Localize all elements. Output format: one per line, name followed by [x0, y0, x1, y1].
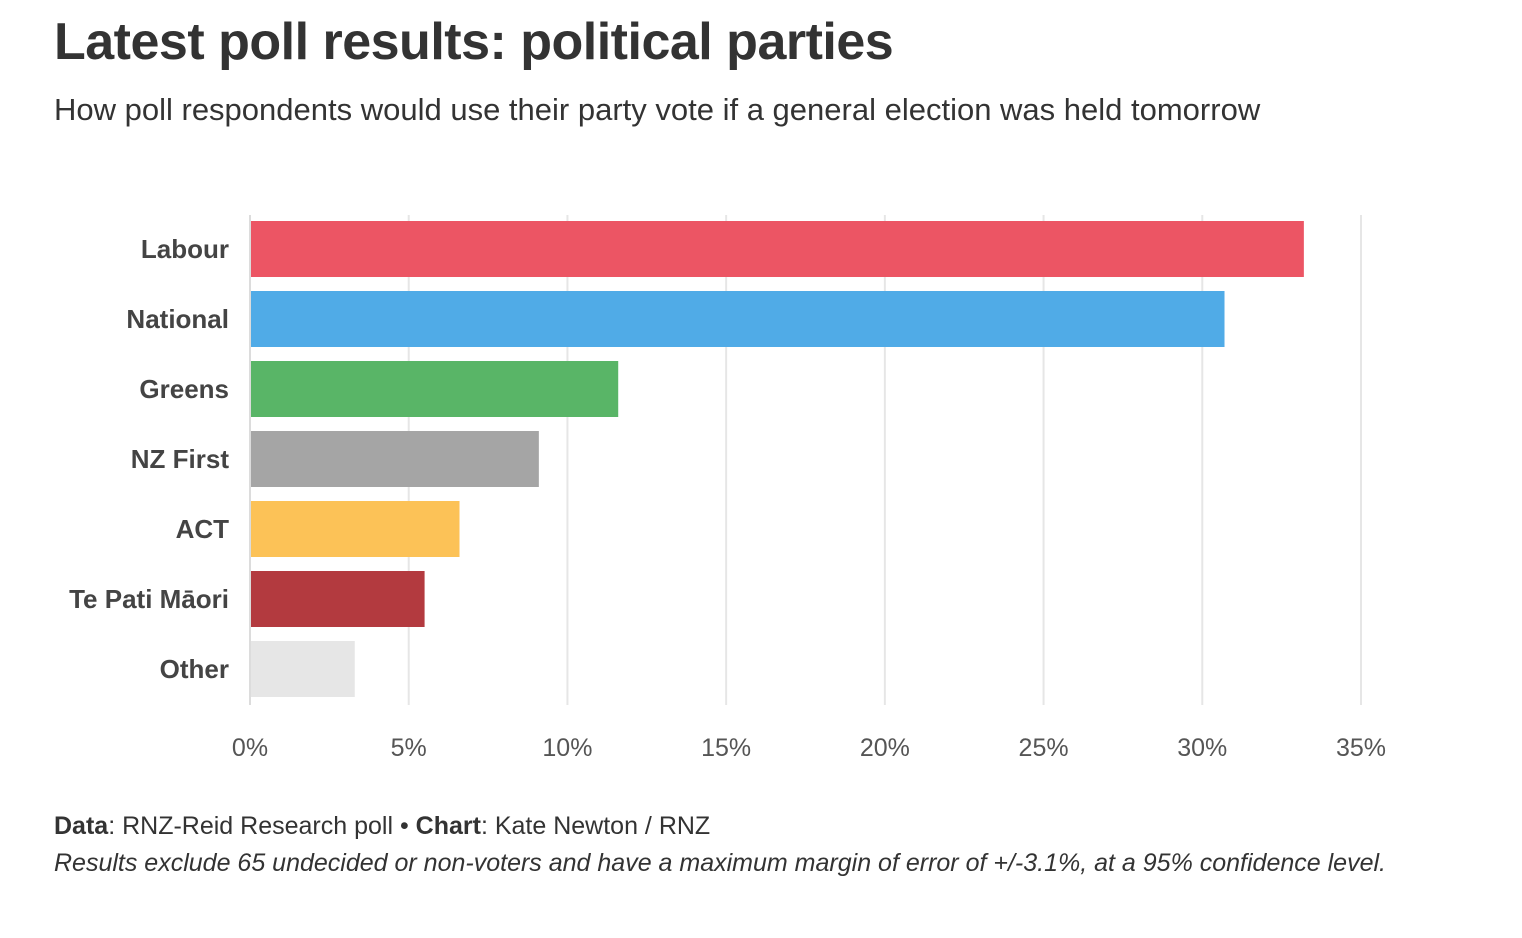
- data-credit-value: : RNZ-Reid Research poll •: [108, 812, 416, 840]
- bar-nz-first: [250, 431, 539, 487]
- chart-subtitle: How poll respondents would use their par…: [54, 92, 1261, 127]
- bar-other: [250, 641, 355, 697]
- footer: Data: RNZ-Reid Research poll • Chart: Ka…: [54, 808, 1414, 882]
- x-tick-label: 5%: [391, 734, 427, 762]
- chart-title: Latest poll results: political parties: [54, 13, 894, 71]
- bar-national: [250, 291, 1225, 347]
- bar-chart: Labour National Greens NZ First ACT Te Pati M…: [69, 215, 1386, 762]
- source-credit: Data: RNZ-Reid Research poll • Chart: Ka…: [54, 808, 1414, 845]
- data-credit-label: Data: [54, 812, 109, 840]
- x-tick-label: 30%: [1177, 734, 1227, 762]
- x-tick-label: 10%: [542, 734, 592, 762]
- category-label: ACT: [176, 514, 230, 544]
- chart-credit-value: : Kate Newton / RNZ: [480, 812, 711, 840]
- x-tick-label: 0%: [232, 734, 268, 762]
- chart-credit-label: Chart: [415, 812, 481, 840]
- category-label: Labour: [141, 234, 229, 264]
- bars: [250, 221, 1304, 697]
- x-tick-label: 25%: [1019, 734, 1069, 762]
- x-tick-label: 15%: [701, 734, 751, 762]
- category-labels: Labour National Greens NZ First ACT Te Pati M…: [69, 234, 229, 684]
- x-tick-label: 35%: [1336, 734, 1386, 762]
- category-label: Greens: [139, 374, 229, 404]
- bar-labour: [250, 221, 1304, 277]
- bar-te-pati-m-ori: [250, 571, 425, 627]
- category-label: NZ First: [131, 444, 230, 474]
- bar-greens: [250, 361, 619, 417]
- footnote: Results exclude 65 undecided or non-vote…: [54, 849, 1386, 877]
- x-tick-label: 20%: [860, 734, 910, 762]
- bar-act: [250, 501, 460, 557]
- x-axis-tick-labels: 0% 5% 10% 15% 20% 25% 30% 35%: [232, 734, 1386, 762]
- category-label: Other: [160, 654, 229, 684]
- category-label: National: [126, 304, 229, 334]
- category-label: Te Pati Māori: [69, 584, 229, 614]
